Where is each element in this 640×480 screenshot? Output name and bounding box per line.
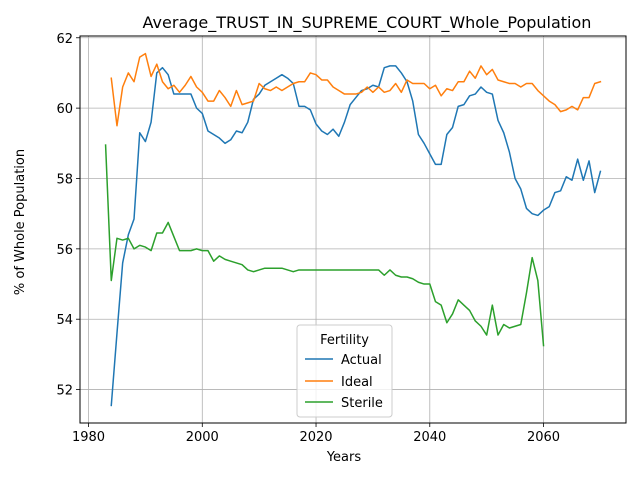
x-tick-label: 2060: [527, 430, 560, 445]
y-axis-label: % of Whole Population: [13, 149, 28, 295]
x-tick-label: 1980: [72, 430, 105, 445]
y-tick-label: 56: [56, 243, 73, 258]
legend-title: Fertility: [320, 333, 369, 348]
y-tick-label: 60: [56, 102, 73, 117]
x-tick-label: 2020: [299, 430, 332, 445]
chart-title: Average_TRUST_IN_SUPREME_COURT_Whole_Pop…: [143, 13, 592, 33]
legend-label-sterile: Sterile: [341, 396, 383, 411]
x-tick-label: 2040: [413, 430, 446, 445]
y-tick-label: 62: [56, 32, 73, 47]
legend-label-ideal: Ideal: [341, 375, 373, 390]
y-tick-label: 54: [56, 313, 73, 328]
y-tick-label: 58: [56, 172, 73, 187]
legend-label-actual: Actual: [341, 353, 382, 368]
y-tick-label: 52: [56, 384, 73, 399]
x-axis-label: Years: [326, 450, 362, 465]
legend: Fertility Actual Ideal Sterile: [297, 325, 392, 417]
x-tick-label: 2000: [186, 430, 219, 445]
